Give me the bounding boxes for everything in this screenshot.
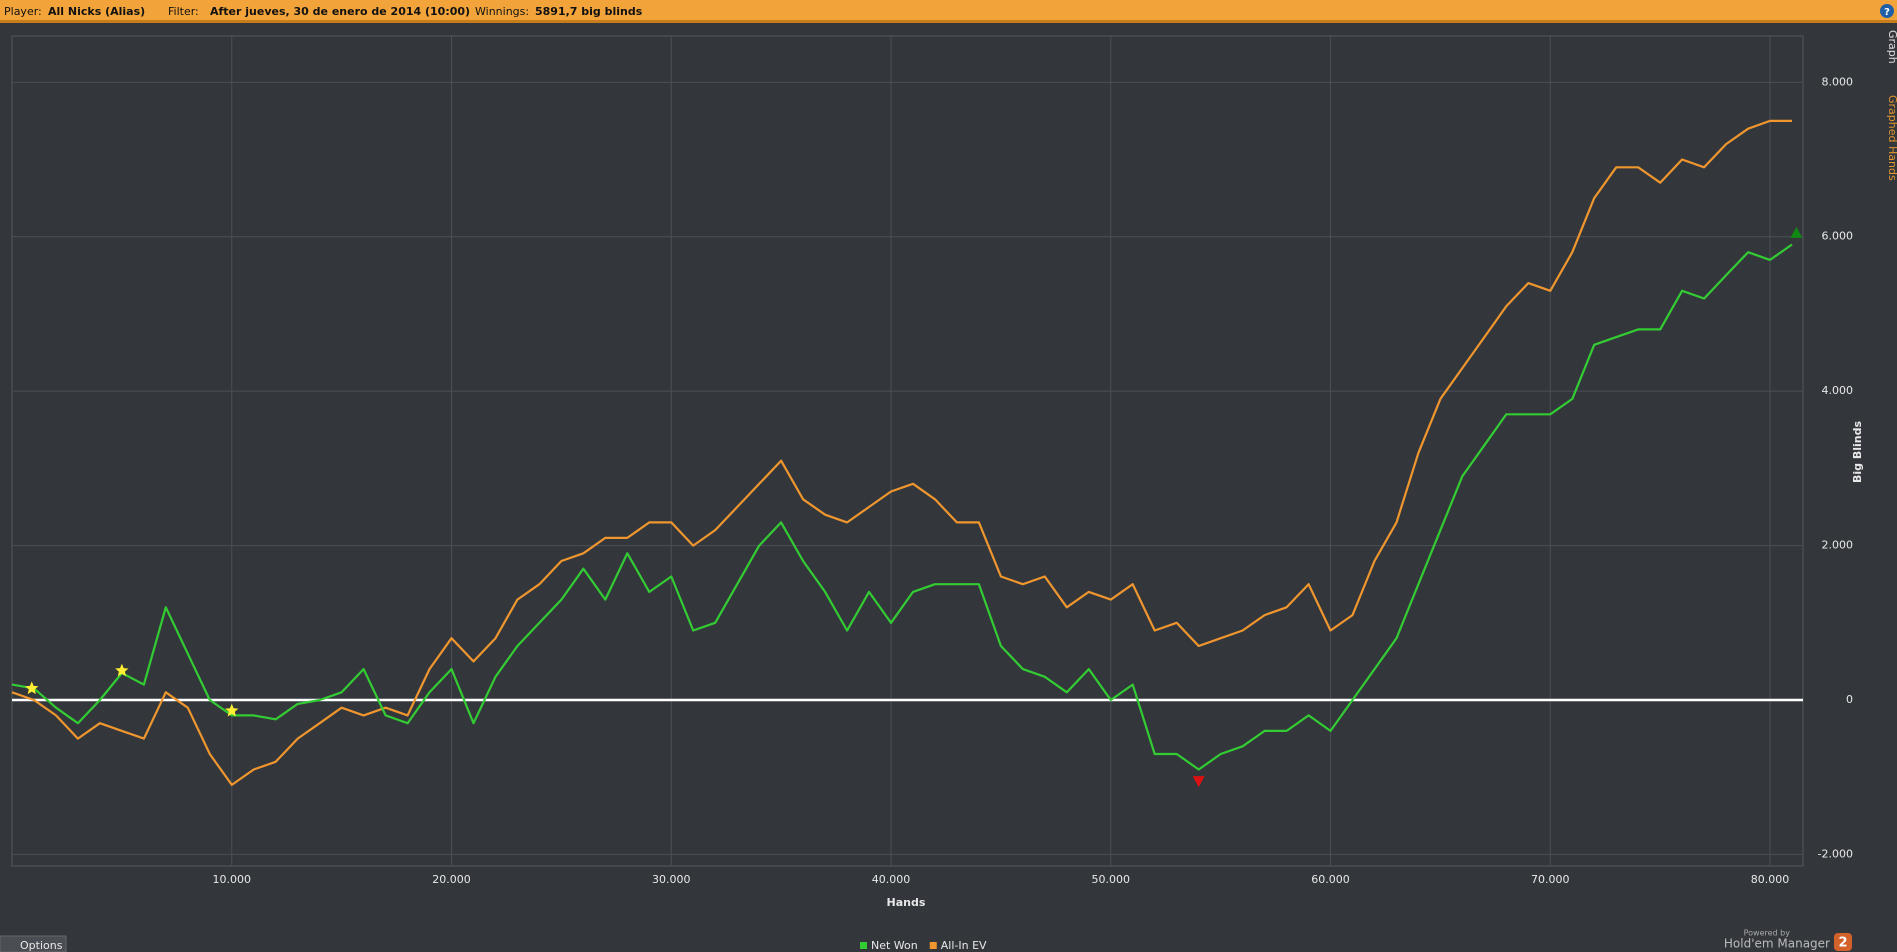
side-tab[interactable]: Graph	[1886, 30, 1897, 64]
legend-label: All-In EV	[941, 939, 987, 952]
options-label[interactable]: Options	[20, 939, 63, 952]
x-axis-title: Hands	[887, 896, 926, 909]
x-tick-label: 70.000	[1531, 873, 1570, 886]
help-icon[interactable]: ?	[1884, 7, 1890, 18]
brand-badge	[1834, 933, 1852, 951]
series-line	[11, 243, 1793, 771]
header-border	[0, 20, 1897, 23]
x-tick-label: 60.000	[1311, 873, 1350, 886]
legend-swatch	[929, 942, 937, 949]
x-tick-label: 20.000	[432, 873, 471, 886]
x-tick-label: 10.000	[213, 873, 252, 886]
marker	[115, 663, 129, 677]
header-bar	[0, 0, 1897, 22]
side-tab[interactable]: Graphed Hands	[1886, 95, 1897, 181]
y-tick-label: 0	[1846, 693, 1853, 706]
y-tick-label: -2.000	[1818, 847, 1853, 860]
x-tick-label: 40.000	[872, 873, 911, 886]
powered-by: Powered by	[1744, 929, 1791, 938]
legend-swatch	[860, 942, 867, 949]
brand: Hold'em Manager	[1724, 937, 1830, 951]
y-axis-title: Big Blinds	[1851, 421, 1864, 483]
marker	[225, 703, 239, 717]
plot-area	[11, 35, 1804, 867]
marker	[25, 681, 39, 695]
options-button[interactable]	[0, 935, 67, 952]
x-tick-label: 50.000	[1092, 873, 1131, 886]
marker	[1192, 776, 1205, 788]
player: All Nicks (Alias)	[48, 5, 145, 18]
x-tick-label: 30.000	[652, 873, 691, 886]
winnings-label: Winnings:	[475, 5, 529, 18]
winnings: 5891,7 big blinds	[535, 5, 643, 18]
filter: After jueves, 30 de enero de 2014 (10:00…	[210, 5, 470, 18]
y-tick-label: 8.000	[1822, 75, 1854, 88]
y-tick-label: 4.000	[1822, 384, 1854, 397]
series-line	[11, 119, 1792, 786]
legend-label: Net Won	[871, 939, 918, 952]
brand-badge-text: 2	[1838, 936, 1847, 951]
marker	[1790, 226, 1803, 238]
x-tick-label: 80.000	[1751, 873, 1790, 886]
player-label: Player:	[4, 5, 42, 18]
help-button[interactable]	[1880, 4, 1894, 18]
filter-label: Filter:	[168, 5, 199, 18]
y-tick-label: 6.000	[1822, 230, 1854, 243]
y-tick-label: 2.000	[1822, 539, 1854, 552]
